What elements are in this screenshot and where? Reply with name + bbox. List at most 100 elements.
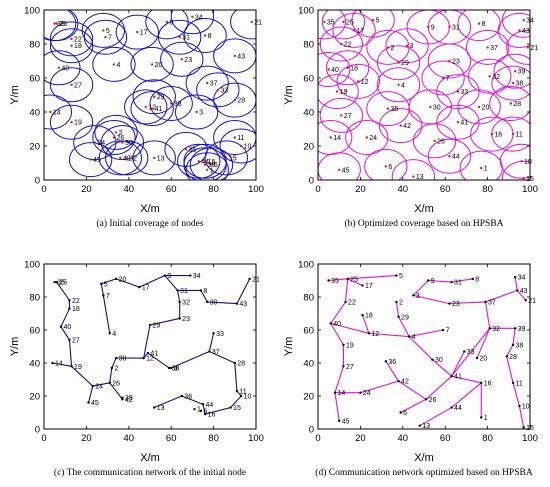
node-37 <box>206 81 209 85</box>
node-label-20: 20 <box>482 104 490 111</box>
node-label-38: 38 <box>172 365 180 372</box>
node-label-3: 3 <box>199 110 203 117</box>
y-tick-label-0: 0 <box>309 176 314 187</box>
node-14 <box>329 136 332 139</box>
node-label-19: 19 <box>340 89 348 96</box>
link-44-36 <box>181 395 204 405</box>
link-44-13 <box>419 407 452 427</box>
node-label-33: 33 <box>467 349 475 356</box>
node-9 <box>163 274 167 277</box>
link-31-9 <box>164 275 178 291</box>
node-label-38: 38 <box>174 101 182 108</box>
coverage-circle-28 <box>213 82 256 118</box>
node-label-9: 9 <box>431 25 435 32</box>
y-tick-label-80: 80 <box>29 293 40 304</box>
link-39-38 <box>512 328 516 345</box>
node-label-40: 40 <box>61 65 69 72</box>
node-label-18: 18 <box>72 306 80 313</box>
node-21 <box>250 20 253 24</box>
link-16-44 <box>202 404 206 415</box>
node-8 <box>471 277 474 281</box>
x-tick-label-40: 40 <box>398 433 409 444</box>
node-label-39: 39 <box>518 69 526 76</box>
node-5 <box>371 19 375 22</box>
node-label-39: 39 <box>125 395 133 402</box>
panel-caption: (c) The communication network of the ini… <box>54 467 246 478</box>
x-tick-label-60: 60 <box>166 433 177 444</box>
node-15 <box>522 177 525 180</box>
link-42-36 <box>385 361 400 382</box>
node-label-34: 34 <box>195 14 203 21</box>
node-36 <box>184 148 188 151</box>
coverage-circle-42 <box>378 108 423 144</box>
node-label-24: 24 <box>363 390 371 397</box>
node-label-11: 11 <box>239 389 246 396</box>
node-label-21: 21 <box>528 298 536 305</box>
node-label-32: 32 <box>492 74 500 81</box>
node-label-36: 36 <box>189 147 197 154</box>
node-label-8: 8 <box>482 21 486 28</box>
node-label-14: 14 <box>333 135 341 142</box>
node-label-18: 18 <box>74 43 82 50</box>
node-label-37: 37 <box>490 45 498 52</box>
node-7 <box>104 36 107 39</box>
link-43-21 <box>516 290 527 301</box>
node-label-30: 30 <box>210 299 218 306</box>
node-label-30: 30 <box>119 356 127 363</box>
node-label-31: 31 <box>454 280 462 287</box>
node-26 <box>424 398 428 401</box>
node-label-41: 41 <box>454 374 462 381</box>
node-17 <box>361 284 364 287</box>
node-12 <box>357 80 360 83</box>
node-label-35: 35 <box>57 21 65 28</box>
node-10 <box>239 144 243 148</box>
node-label-5: 5 <box>399 273 403 280</box>
node-label-23: 23 <box>452 59 460 66</box>
node-label-31: 31 <box>180 288 188 295</box>
node-35 <box>323 20 326 24</box>
node-label-41: 41 <box>155 106 163 113</box>
coverage-circle-18 <box>325 50 370 86</box>
node-14 <box>51 361 54 365</box>
node-label-6: 6 <box>388 164 392 171</box>
link-5-7 <box>100 283 104 296</box>
node-label-41: 41 <box>460 120 468 127</box>
node-7 <box>441 76 445 80</box>
node-label-6: 6 <box>203 408 207 415</box>
x-tick-label-40: 40 <box>124 184 135 195</box>
link-14-45 <box>334 392 340 421</box>
node-label-36: 36 <box>388 359 396 366</box>
coverage-circle-34 <box>170 10 215 35</box>
link-18-40 <box>60 308 70 327</box>
y-tick-label-100: 100 <box>24 6 40 17</box>
node-19 <box>70 365 73 368</box>
node-35 <box>53 280 56 284</box>
link-26-2 <box>109 367 113 383</box>
node-44 <box>201 403 205 406</box>
x-tick-label-80: 80 <box>208 433 219 444</box>
plot-area <box>52 274 251 415</box>
link-41-16 <box>451 375 482 384</box>
node-label-17: 17 <box>142 285 150 292</box>
node-label-42: 42 <box>123 155 131 162</box>
node-22 <box>340 42 343 46</box>
link-32-31 <box>177 290 181 303</box>
node-label-9: 9 <box>169 19 173 26</box>
node-label-40: 40 <box>331 67 339 74</box>
node-label-19: 19 <box>346 342 354 349</box>
node-label-35: 35 <box>331 278 339 285</box>
x-tick-label-100: 100 <box>248 433 264 444</box>
link-16-44 <box>451 382 482 408</box>
node-label-42: 42 <box>401 379 409 386</box>
panel-d: 1234567891011121314151617181920212223242… <box>283 260 538 479</box>
link-22-40 <box>330 301 347 324</box>
node-label-25: 25 <box>350 276 358 283</box>
node-label-27: 27 <box>344 113 352 120</box>
node-33 <box>463 350 466 353</box>
link-30-4 <box>408 336 433 361</box>
node-label-41: 41 <box>150 351 158 358</box>
node-4 <box>397 83 400 87</box>
node-label-2: 2 <box>114 365 118 372</box>
